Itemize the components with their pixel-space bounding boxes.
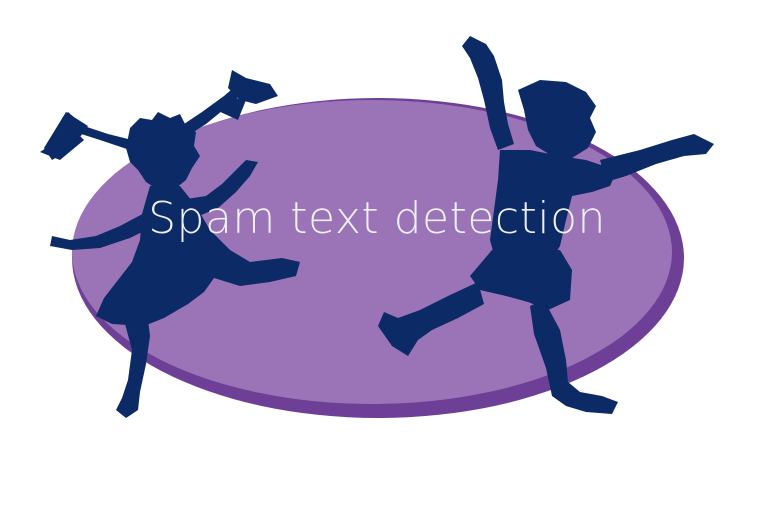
logo-title: Spam text detection	[148, 193, 606, 244]
boy-silhouette	[378, 36, 714, 414]
girl-silhouette	[40, 70, 300, 418]
